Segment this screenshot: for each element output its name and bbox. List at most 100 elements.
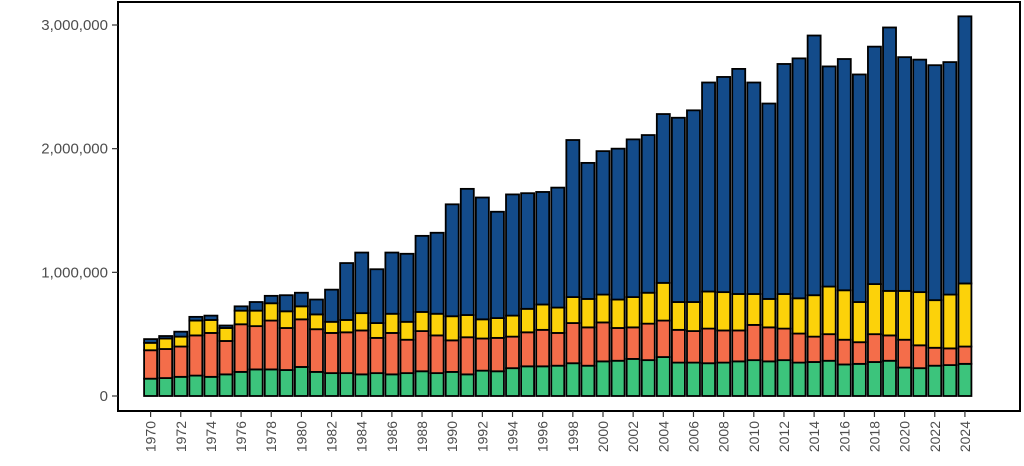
bar-1990-series-2: [444, 315, 460, 342]
plot-border: [117, 1, 1021, 412]
bar-2007-series-0: [701, 362, 716, 397]
bar-2005-series-2: [671, 301, 686, 331]
bar-1986-series-2: [384, 312, 400, 334]
bar-1975-series-0: [218, 373, 234, 397]
bar-2024-series-2: [957, 282, 973, 348]
bar-2002-series-0: [625, 357, 641, 397]
bar-2009-series-1: [731, 329, 747, 363]
bar-2019-series-1: [882, 334, 897, 362]
bar-1982-series-3: [324, 288, 339, 323]
bar-2021-series-3: [912, 58, 928, 294]
bar-2008-series-1: [716, 329, 732, 364]
bar-1993-series-3: [490, 210, 505, 319]
bar-2001-series-2: [610, 298, 626, 329]
bar-1986-series-3: [384, 251, 400, 315]
bar-2006-series-1: [686, 330, 701, 364]
x-tick-label: 2018: [866, 421, 882, 452]
bar-1970-series-0: [143, 377, 159, 397]
bar-1981-series-2: [309, 313, 324, 331]
bar-1995-series-3: [520, 192, 535, 310]
bar-1979-series-3: [278, 294, 294, 313]
bar-1991-series-1: [459, 336, 475, 376]
bar-1994-series-0: [505, 367, 520, 397]
bar-1981-series-0: [309, 370, 324, 397]
bar-1973-series-3: [188, 315, 204, 322]
x-tick-label: 1986: [384, 421, 400, 452]
bar-2002-series-1: [625, 326, 641, 360]
bar-1973-series-0: [188, 374, 204, 397]
bar-2001-series-0: [610, 359, 626, 397]
bar-1980-series-2: [293, 305, 309, 321]
bar-1990-series-3: [444, 203, 460, 318]
bar-1982-series-1: [324, 332, 339, 375]
bar-1970-series-3: [143, 338, 159, 344]
x-tick-label: 2010: [746, 421, 762, 452]
bar-2011-series-0: [761, 360, 777, 397]
bar-2015-series-1: [821, 333, 837, 362]
bar-1984-series-3: [354, 251, 370, 315]
bar-1986-series-1: [384, 332, 400, 376]
bar-1987-series-0: [399, 372, 415, 397]
bar-1982-series-2: [324, 320, 339, 334]
bar-1989-series-1: [429, 334, 445, 375]
bar-1971-series-3: [158, 335, 174, 340]
bar-1997-series-0: [550, 364, 566, 397]
bar-1975-series-1: [218, 340, 234, 376]
bar-1970-series-1: [143, 349, 159, 380]
bar-2011-series-2: [761, 298, 777, 329]
bar-2002-series-2: [625, 296, 641, 329]
bar-1988-series-1: [414, 330, 430, 373]
bar-2007-series-2: [701, 290, 716, 330]
bar-2019-series-3: [882, 26, 897, 292]
bar-1995-series-2: [520, 307, 535, 334]
bar-2003-series-0: [640, 359, 656, 397]
bar-1985-series-0: [369, 372, 385, 397]
bar-1976-series-1: [233, 323, 249, 373]
bar-1991-series-3: [459, 187, 475, 316]
bar-1984-series-1: [354, 329, 370, 376]
bar-2011-series-1: [761, 326, 777, 363]
bar-1998-series-2: [565, 296, 581, 324]
bar-1989-series-2: [429, 312, 445, 337]
bar-2006-series-2: [686, 301, 701, 332]
bar-2023-series-2: [942, 293, 958, 350]
bar-2004-series-2: [655, 281, 671, 322]
bar-1993-series-0: [490, 370, 505, 397]
bar-1991-series-2: [459, 314, 475, 339]
bar-1983-series-3: [339, 262, 355, 321]
bar-2004-series-3: [655, 113, 671, 284]
x-tick-label: 1988: [414, 421, 430, 452]
x-tick-label: 1998: [565, 421, 581, 452]
x-tick-label: 2016: [836, 421, 852, 452]
x-tick-label: 1992: [474, 421, 490, 452]
bar-1994-series-1: [505, 335, 520, 370]
bar-1974-series-3: [203, 314, 219, 321]
x-axis: 1970 1972 1974 1976 1978 1980 1982 1984 1986 1988…: [143, 411, 973, 452]
bar-1999-series-3: [580, 161, 596, 300]
bar-2003-series-1: [640, 322, 656, 362]
bar-2003-series-3: [640, 134, 656, 294]
bar-1987-series-3: [399, 252, 415, 323]
bar-1999-series-1: [580, 326, 596, 367]
bar-1990-series-1: [444, 339, 460, 373]
bar-1987-series-2: [399, 320, 415, 341]
bar-1972-series-1: [173, 345, 189, 378]
bar-1996-series-1: [535, 328, 551, 368]
bar-1999-series-0: [580, 364, 596, 397]
bar-1999-series-2: [580, 298, 596, 329]
bar-2022-series-1: [927, 346, 943, 367]
bar-1992-series-1: [474, 337, 490, 372]
bar-1985-series-3: [369, 268, 385, 324]
x-tick-label: 2008: [716, 421, 732, 452]
bar-1994-series-2: [505, 314, 520, 338]
bar-2014-series-1: [806, 335, 822, 363]
bar-2012-series-1: [776, 327, 792, 362]
bar-2017-series-0: [851, 362, 867, 397]
bar-2012-series-2: [776, 293, 792, 330]
bar-1988-series-0: [414, 370, 430, 397]
bar-1997-series-1: [550, 332, 566, 367]
bar-1974-series-0: [203, 375, 219, 397]
bar-1973-series-1: [188, 334, 204, 377]
bar-1992-series-2: [474, 318, 490, 340]
bar-1977-series-3: [248, 301, 264, 312]
